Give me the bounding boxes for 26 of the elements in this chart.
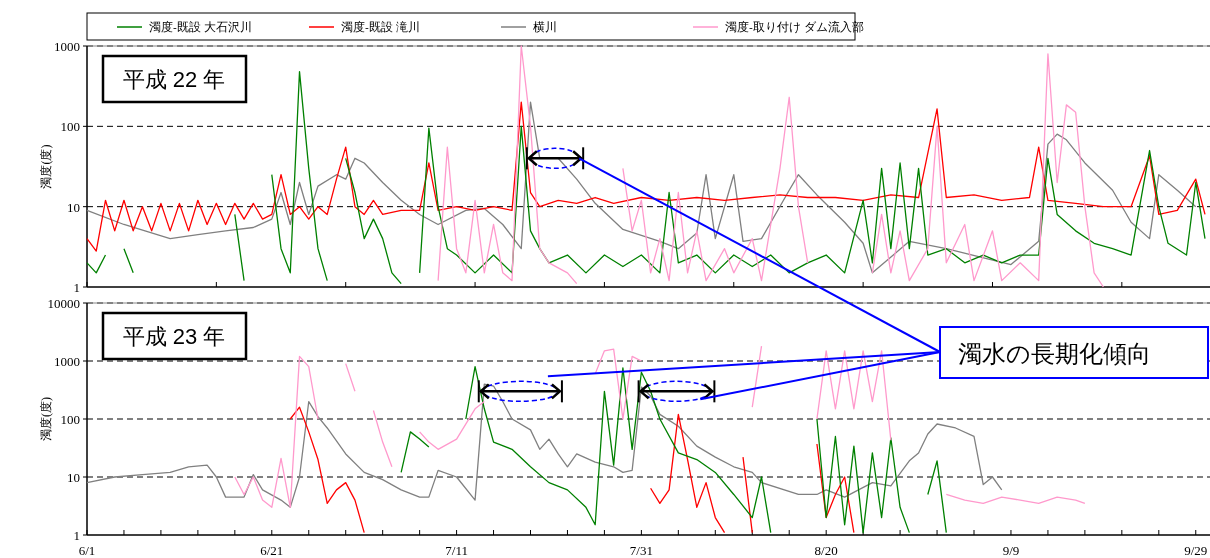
y-tick-label: 1 bbox=[73, 280, 80, 295]
y-axis-title: 濁度(度) bbox=[39, 397, 53, 441]
legend-label: 濁度-既設 滝川 bbox=[341, 20, 421, 33]
y-tick-label: 100 bbox=[60, 119, 80, 135]
y-tick-label: 1000 bbox=[54, 354, 80, 369]
y-tick-label: 10000 bbox=[47, 296, 80, 311]
annotation: 平成 23 年 bbox=[122, 324, 226, 349]
x-tick-label: 8/20 bbox=[814, 543, 838, 558]
legend-label: 横川 bbox=[533, 21, 557, 33]
x-tick-label: 7/31 bbox=[629, 543, 653, 558]
y-tick-label: 1000 bbox=[54, 39, 80, 54]
legend-label: 濁度-既設 大石沢川 bbox=[149, 20, 253, 33]
y-tick-label: 1 bbox=[73, 528, 80, 543]
line-series bbox=[86, 383, 1003, 508]
annotation: 濁水の長期化傾向 bbox=[958, 341, 1151, 367]
y-tick-label: 10 bbox=[67, 199, 80, 215]
x-tick-label: 6/21 bbox=[260, 543, 284, 558]
y-tick-label: 100 bbox=[60, 412, 80, 427]
y-tick-label: 10 bbox=[67, 470, 80, 485]
x-tick-label: 6/1 bbox=[78, 543, 96, 558]
x-tick-label: 7/11 bbox=[445, 543, 468, 558]
annotation: 平成 22 年 bbox=[122, 67, 226, 92]
x-tick-label: 9/29 bbox=[1184, 543, 1208, 558]
x-tick-label: 9/9 bbox=[1002, 543, 1020, 558]
legend-label: 濁度-取り付け ダム流入部 bbox=[725, 20, 865, 34]
y-axis-title: 濁度(度) bbox=[39, 144, 53, 189]
